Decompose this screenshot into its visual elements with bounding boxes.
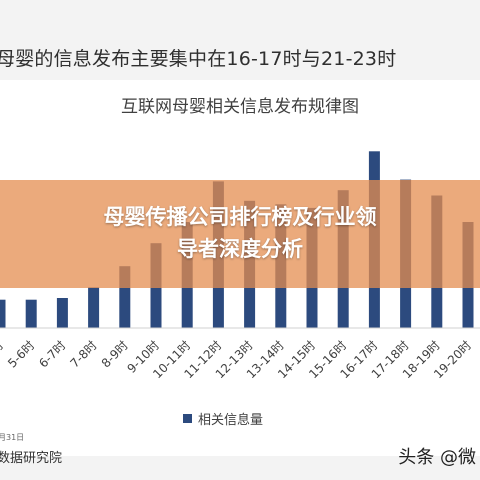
chart-title: 互联网母婴相关信息发布规律图 <box>121 97 359 117</box>
x-tick-label-2: 6-7时 <box>36 338 68 370</box>
overlay-banner <box>0 180 480 288</box>
bar-0 <box>0 299 6 328</box>
bar-1 <box>25 299 37 328</box>
x-tick-label-1: 5-6时 <box>5 338 37 370</box>
x-tick-labels: 4-5时5-6时6-7时7-8时8-9时9-10时10-11时11-12时12-… <box>0 338 474 381</box>
headline: 母婴的信息发布主要集中在16-17时与21-23时 <box>0 48 397 70</box>
source-text: 数据研究院 <box>0 451 63 466</box>
bar-3 <box>88 287 100 328</box>
legend: 相关信息量 <box>183 409 263 428</box>
banner-line-1: 母婴传播公司排行榜及行业领 <box>103 205 377 229</box>
x-tick-label-3: 7-8时 <box>67 338 99 370</box>
banner-line-2: 导者深度分析 <box>177 237 303 261</box>
x-tick-label-0: 4-5时 <box>0 338 6 370</box>
banner-headline: 母婴传播公司排行榜及行业领 导者深度分析 <box>0 201 480 265</box>
legend-label: 相关信息量 <box>198 413 264 428</box>
bar-4 <box>119 266 131 328</box>
source-date: 月31日 <box>0 433 25 442</box>
legend-swatch <box>183 414 192 423</box>
bar-2 <box>56 298 68 328</box>
watermark: 头条 @微 <box>398 447 476 468</box>
